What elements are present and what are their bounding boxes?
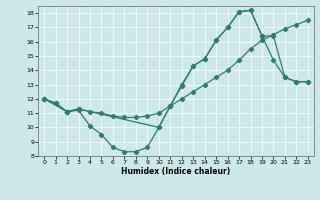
X-axis label: Humidex (Indice chaleur): Humidex (Indice chaleur) (121, 167, 231, 176)
